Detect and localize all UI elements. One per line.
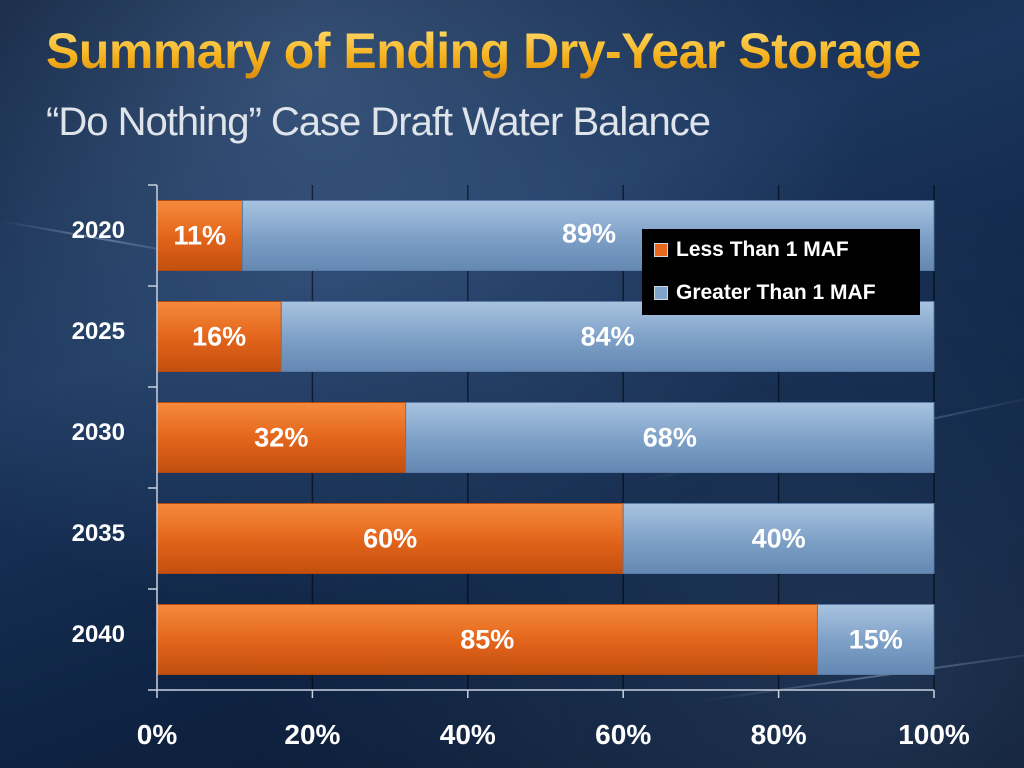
category-label: 2040: [72, 621, 125, 648]
data-label-less: 32%: [254, 423, 308, 453]
category-label: 2025: [72, 318, 125, 345]
data-label-less: 16%: [192, 322, 246, 352]
x-tick-label: 100%: [898, 719, 970, 750]
data-label-less: 11%: [173, 221, 226, 251]
category-label: 2020: [72, 217, 125, 244]
x-tick-label: 40%: [440, 719, 496, 750]
x-tick-label: 20%: [284, 719, 340, 750]
data-label-greater: 89%: [562, 219, 616, 249]
data-label-less: 60%: [363, 524, 417, 554]
category-label: 2035: [72, 520, 125, 547]
slide-title: Summary of Ending Dry-Year Storage: [46, 23, 921, 79]
data-label-greater: 40%: [752, 524, 806, 554]
legend-item-less: Less Than 1 MAF: [654, 238, 849, 262]
x-tick-label: 60%: [595, 719, 651, 750]
legend-label-greater: Greater Than 1 MAF: [676, 281, 876, 304]
x-tick-label: 0%: [137, 719, 178, 750]
legend: Less Than 1 MAF Greater Than 1 MAF: [642, 229, 920, 315]
axes: 0% 20% 40% 60% 80% 100% 2020 2025 2030 2035 2040: [72, 184, 970, 750]
bar-segment-less: [156, 604, 818, 675]
legend-swatch-less: [654, 243, 668, 257]
bar-segment-less: [156, 402, 407, 473]
x-tick-label: 80%: [751, 719, 807, 750]
legend-swatch-greater: [654, 286, 668, 300]
category-label: 2030: [72, 419, 125, 446]
data-label-greater: 15%: [849, 625, 903, 655]
data-label-less: 85%: [460, 625, 514, 655]
legend-item-greater: Greater Than 1 MAF: [654, 281, 876, 305]
data-labels: 11% 89% 16% 84% 32% 68% 60% 40% 85% 15%: [173, 219, 902, 655]
bar-segment-greater: [405, 402, 935, 473]
slide-subtitle: “Do Nothing” Case Draft Water Balance: [46, 100, 711, 144]
data-label-greater: 84%: [581, 322, 635, 352]
bar-segment-greater: [622, 503, 935, 574]
bar-segment-less: [156, 200, 243, 271]
bar-segment-less: [156, 503, 624, 574]
legend-label-less: Less Than 1 MAF: [676, 238, 849, 261]
data-label-greater: 68%: [643, 423, 697, 453]
bar-segment-greater: [816, 604, 935, 675]
